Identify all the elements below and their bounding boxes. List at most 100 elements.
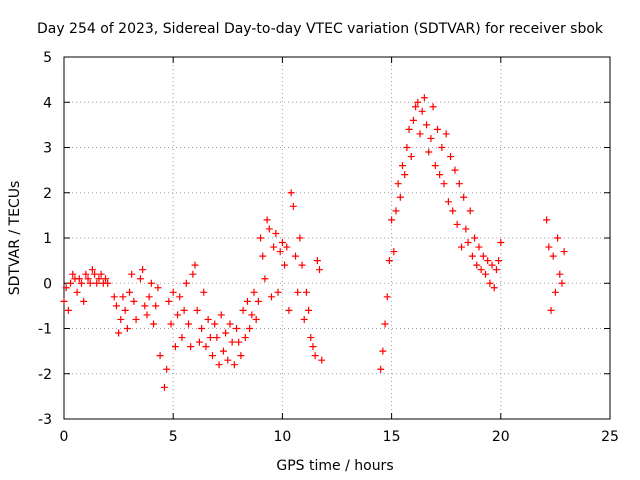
data-point bbox=[429, 103, 437, 111]
data-point bbox=[239, 306, 247, 314]
data-point bbox=[263, 216, 271, 224]
data-point bbox=[451, 166, 459, 174]
data-point bbox=[60, 297, 68, 305]
data-point bbox=[165, 297, 173, 305]
data-point bbox=[316, 266, 324, 274]
data-point bbox=[482, 270, 490, 278]
data-point bbox=[497, 239, 505, 247]
data-point bbox=[399, 162, 407, 170]
data-point bbox=[174, 311, 182, 319]
data-point bbox=[379, 347, 387, 355]
data-point bbox=[77, 279, 85, 287]
data-point bbox=[396, 193, 404, 201]
data-point bbox=[558, 279, 566, 287]
data-point bbox=[392, 207, 400, 215]
data-point bbox=[381, 320, 389, 328]
data-point bbox=[84, 275, 92, 283]
data-point bbox=[287, 189, 295, 197]
data-point bbox=[261, 275, 269, 283]
data-point bbox=[237, 352, 245, 360]
x-tick-label: 15 bbox=[383, 429, 401, 445]
data-point bbox=[281, 261, 289, 269]
data-point bbox=[416, 130, 424, 138]
data-point bbox=[152, 302, 160, 310]
data-point bbox=[91, 270, 99, 278]
data-point bbox=[418, 107, 426, 115]
data-point bbox=[97, 270, 105, 278]
data-point bbox=[466, 207, 474, 215]
x-tick-label: 25 bbox=[601, 429, 619, 445]
data-point bbox=[447, 153, 455, 161]
data-point bbox=[211, 320, 219, 328]
data-point bbox=[479, 252, 487, 260]
data-point bbox=[305, 306, 313, 314]
data-point bbox=[93, 279, 101, 287]
data-point bbox=[468, 252, 476, 260]
data-point bbox=[385, 257, 393, 265]
data-point bbox=[130, 297, 138, 305]
data-point bbox=[549, 252, 557, 260]
data-point bbox=[202, 343, 210, 351]
data-point bbox=[403, 144, 411, 151]
data-point bbox=[407, 153, 415, 161]
data-point bbox=[473, 261, 481, 269]
data-point bbox=[298, 261, 306, 269]
data-point bbox=[167, 320, 175, 328]
data-point bbox=[455, 180, 463, 188]
data-point bbox=[431, 162, 439, 170]
data-point bbox=[154, 284, 162, 292]
y-tick-label: 2 bbox=[43, 186, 52, 202]
chart-title: Day 254 of 2023, Sidereal Day-to-day VTE… bbox=[37, 21, 604, 37]
data-point bbox=[139, 266, 147, 274]
data-point bbox=[484, 257, 492, 265]
data-point bbox=[198, 325, 206, 332]
data-point bbox=[309, 343, 317, 351]
data-point bbox=[235, 338, 243, 346]
data-point bbox=[292, 252, 300, 260]
y-tick-label: -2 bbox=[38, 367, 52, 383]
data-point bbox=[250, 288, 258, 296]
data-point bbox=[311, 352, 319, 360]
data-point bbox=[128, 270, 136, 278]
data-points bbox=[60, 94, 568, 391]
data-point bbox=[187, 343, 195, 351]
data-point bbox=[401, 171, 409, 179]
data-point bbox=[226, 320, 234, 328]
x-tick-label: 10 bbox=[273, 429, 291, 445]
data-point bbox=[394, 180, 402, 188]
data-point bbox=[145, 293, 153, 301]
data-point bbox=[224, 356, 232, 364]
data-point bbox=[259, 252, 267, 260]
data-point bbox=[147, 279, 155, 287]
data-point bbox=[193, 306, 201, 314]
data-point bbox=[442, 130, 450, 138]
data-point bbox=[204, 315, 212, 323]
data-point bbox=[67, 279, 75, 287]
data-point bbox=[383, 293, 391, 301]
data-point bbox=[278, 239, 286, 247]
y-tick-label: 0 bbox=[43, 276, 52, 292]
data-point bbox=[488, 261, 496, 269]
data-point bbox=[156, 352, 164, 360]
data-point bbox=[169, 288, 177, 296]
data-point bbox=[160, 383, 168, 391]
data-point bbox=[254, 297, 262, 305]
data-point bbox=[289, 202, 297, 210]
grid-lines bbox=[64, 57, 610, 419]
data-point bbox=[75, 275, 83, 283]
data-point bbox=[64, 306, 72, 314]
x-tick-label: 20 bbox=[492, 429, 510, 445]
y-tick-label: -1 bbox=[38, 322, 52, 338]
data-point bbox=[270, 243, 278, 251]
data-point bbox=[276, 248, 284, 256]
data-point bbox=[257, 234, 265, 242]
data-point bbox=[62, 284, 70, 292]
x-axis-label: GPS time / hours bbox=[276, 458, 393, 474]
data-point bbox=[409, 116, 417, 124]
data-point bbox=[560, 248, 568, 256]
data-point bbox=[433, 125, 441, 133]
data-point bbox=[388, 216, 396, 224]
data-point bbox=[178, 334, 186, 342]
data-point bbox=[464, 239, 472, 247]
data-point bbox=[104, 279, 112, 287]
